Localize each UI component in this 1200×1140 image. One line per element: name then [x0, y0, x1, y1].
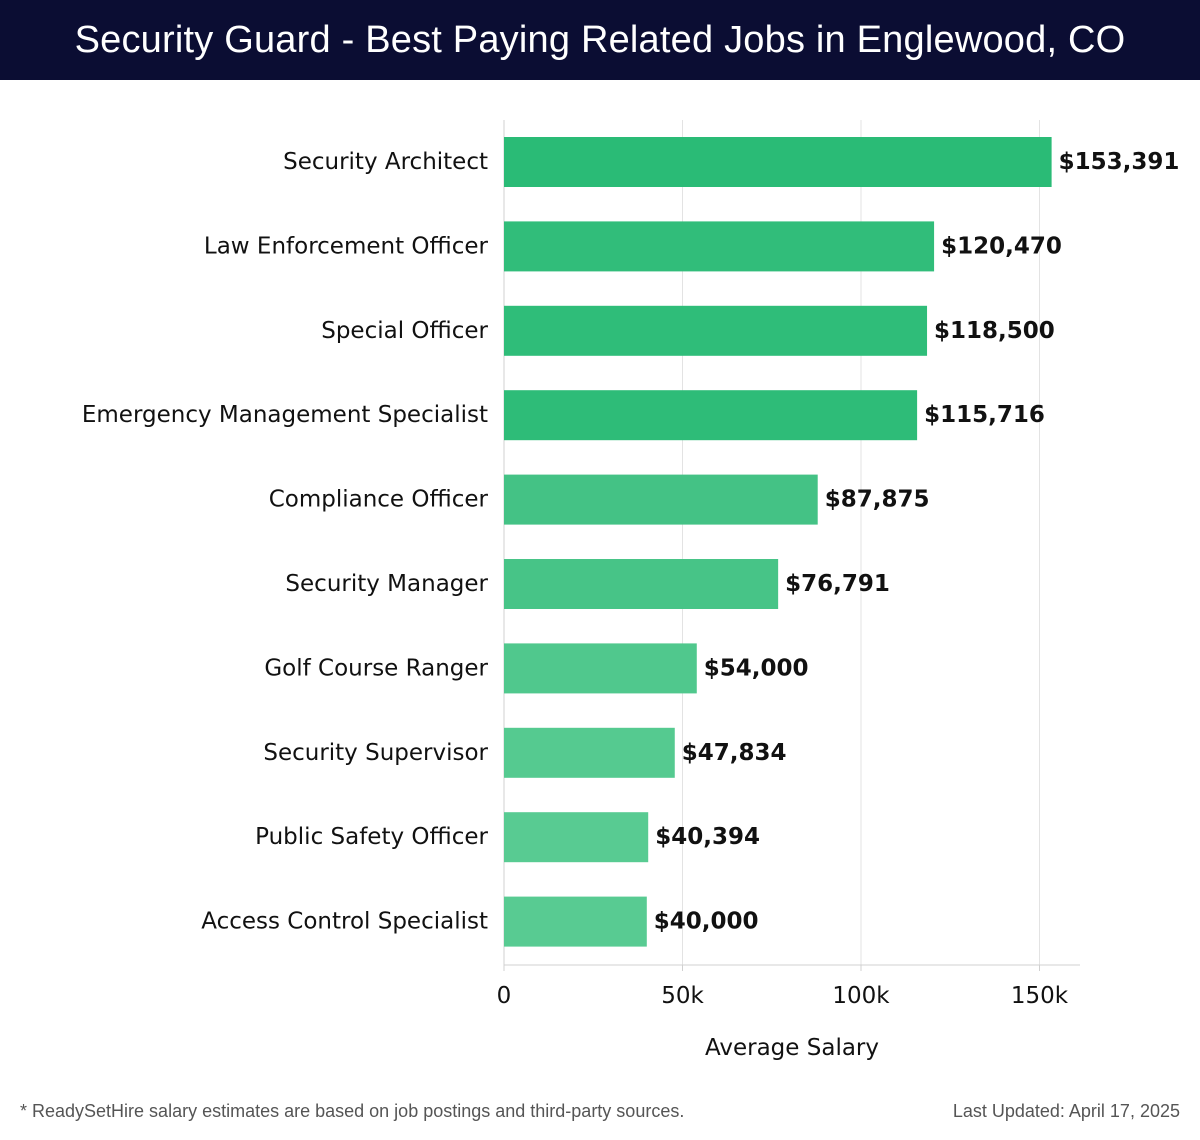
chart-title: Security Guard - Best Paying Related Job…	[74, 18, 1126, 61]
bar	[504, 643, 697, 694]
bar	[504, 221, 935, 272]
bar	[504, 812, 649, 863]
x-tick-label: 100k	[832, 983, 890, 1009]
data-label: $87,875	[825, 487, 930, 513]
data-label: $54,000	[704, 655, 809, 681]
x-tick-label: 50k	[661, 983, 704, 1009]
bar	[504, 559, 779, 609]
category-label: Law Enforcement Officer	[204, 233, 489, 259]
category-label: Special Officer	[321, 318, 488, 344]
category-label: Emergency Management Specialist	[82, 402, 488, 428]
data-label: $115,716	[924, 402, 1045, 428]
category-label: Golf Course Ranger	[264, 655, 488, 681]
x-tick-label: 0	[497, 983, 512, 1009]
category-label: Security Architect	[283, 149, 488, 175]
category-label: Access Control Specialist	[201, 909, 488, 935]
bar	[504, 390, 918, 441]
bar	[504, 305, 928, 356]
bar	[504, 137, 1052, 187]
data-label: $118,500	[934, 318, 1055, 344]
data-label: $76,791	[785, 571, 890, 597]
category-label: Security Manager	[285, 571, 488, 597]
category-label: Security Supervisor	[263, 740, 488, 766]
bar	[504, 727, 675, 778]
bar-chart: Security Architect $153,391 Law Enforcemen…	[82, 120, 1180, 1061]
category-label: Public Safety Officer	[255, 824, 488, 850]
footnote: * ReadySetHire salary estimates are base…	[20, 1101, 685, 1121]
last-updated: Last Updated: April 17, 2025	[952, 1101, 1180, 1121]
data-label: $40,394	[655, 824, 760, 850]
x-axis-title: Average Salary	[705, 1035, 879, 1061]
data-label: $47,834	[682, 740, 787, 766]
data-label: $153,391	[1059, 149, 1180, 175]
bar	[504, 474, 818, 525]
category-label: Compliance Officer	[269, 487, 489, 513]
x-tick-label: 150k	[1011, 983, 1069, 1009]
data-label: $40,000	[654, 909, 759, 935]
data-label: $120,470	[941, 233, 1062, 259]
chart-header: Security Guard - Best Paying Related Job…	[0, 0, 1200, 80]
bar	[504, 896, 647, 947]
